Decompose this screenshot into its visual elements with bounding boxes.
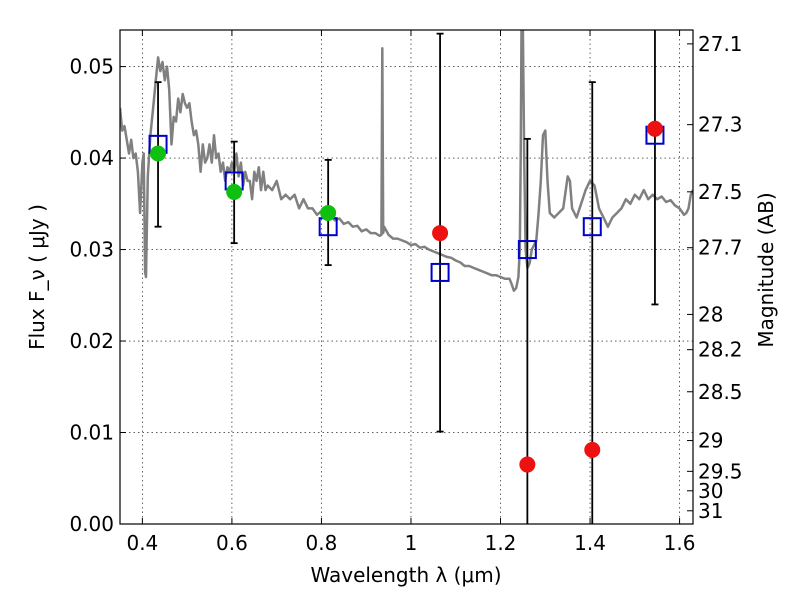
right-tick-label: 28.5 [698,380,743,404]
template-spectrum-line [120,30,693,292]
upper-limit-point [519,456,536,473]
template-spectrum [120,30,693,292]
right-tick-label: 27.1 [698,32,743,56]
x-tick-labels: 0.4 0.6 0.8 1 1.2 1.4 1.6 [126,531,695,555]
x-tick-label: 1.2 [485,531,517,555]
observed-fluxes [150,120,663,473]
right-tick-label: 31 [698,499,723,523]
right-tick-label: 29.5 [698,459,743,483]
x-tick-label: 1.6 [664,531,696,555]
detection-point [320,204,337,221]
right-tick-label: 28 [698,302,723,326]
y-tick-label: 0.05 [69,55,114,79]
y-tick-label: 0.01 [69,421,114,445]
right-axis-label: Magnitude (AB) [754,192,778,347]
x-tick-label: 1 [405,531,418,555]
x-axis-label: Wavelength λ (μm) [310,563,501,587]
x-tick-label: 0.6 [216,531,248,555]
y-tick-label: 0.02 [69,329,114,353]
x-tick-label: 0.4 [126,531,158,555]
upper-limit-point [432,225,449,242]
x-tick-label: 0.8 [306,531,338,555]
detection-point [226,183,243,200]
model-flux-square [430,262,450,282]
right-tick-label: 27.5 [698,180,743,204]
plot-frame [119,29,694,525]
y-axis-label: Flux F_ν ( μJy ) [25,204,49,350]
right-tick-label: 27.3 [698,113,743,137]
right-tick-label: 29 [698,429,723,453]
upper-limit-point [646,120,663,137]
model-flux-square [582,217,602,237]
right-tick-label: 28.2 [698,338,743,362]
plot-background [120,30,693,524]
axis-ticks [120,30,693,525]
model-flux-square [517,240,537,260]
right-tick-label: 30 [698,479,723,503]
upper-limit-point [584,441,601,458]
y-tick-label: 0.03 [69,238,114,262]
y-tick-labels: 0.00 0.01 0.02 0.03 0.04 0.05 [69,55,114,536]
right-tick-label: 27.7 [698,236,743,260]
detection-point [150,145,167,162]
y-tick-label: 0.00 [69,512,114,536]
y-tick-label: 0.04 [69,146,114,170]
x-tick-label: 1.4 [574,531,606,555]
